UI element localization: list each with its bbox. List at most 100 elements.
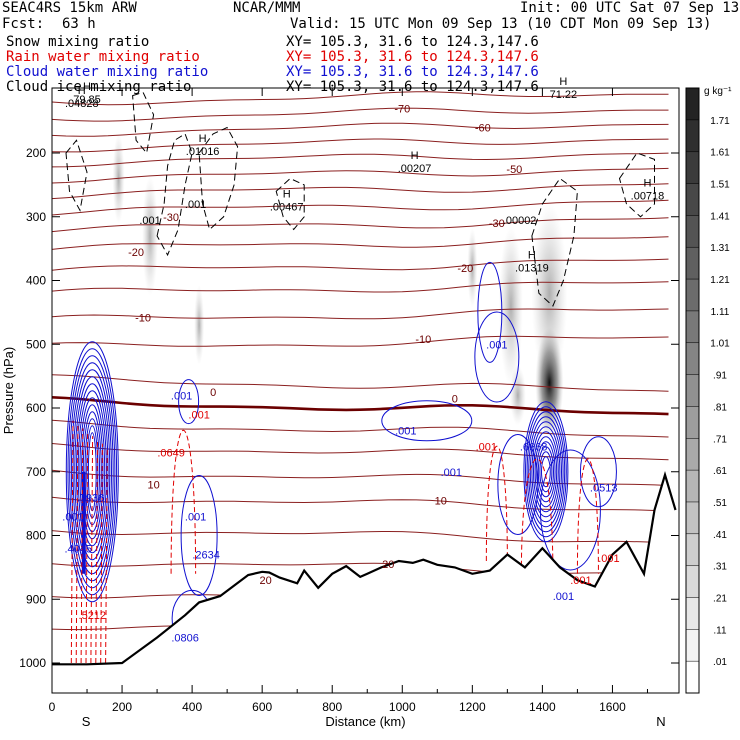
field-ice-name: Cloud ice mixing ratio — [6, 79, 192, 95]
temperature-contour — [52, 107, 669, 122]
snow-shade — [498, 226, 523, 386]
colorbar-label: 1.21 — [710, 275, 730, 286]
temperature-contour — [52, 167, 669, 184]
cloud-water-contour — [532, 431, 559, 513]
max-label: .04828 — [65, 98, 99, 110]
field-snow-name: Snow mixing ratio — [6, 34, 150, 50]
rain-water-contour — [100, 443, 103, 664]
north-label: N — [656, 714, 665, 729]
max-marker: H — [559, 76, 567, 88]
terrain-line — [52, 471, 677, 666]
snow-shade — [467, 227, 478, 308]
cloud-label: .001 — [395, 425, 416, 437]
colorbar-segment — [686, 533, 699, 567]
cloud-water-contour — [74, 376, 111, 568]
temperature-label: 0 — [452, 393, 458, 405]
colorbar-segment — [686, 597, 699, 630]
colorbar-label: .31 — [713, 562, 727, 573]
colorbar-label: .91 — [713, 371, 727, 382]
temperature-label: -20 — [128, 247, 144, 259]
y-tick-label: 600 — [26, 401, 46, 415]
temperature-contour — [52, 496, 669, 512]
colorbar-label: .51 — [713, 498, 727, 509]
model-title: SEAC4RS 15km ARW — [2, 0, 137, 16]
max-marker: H — [83, 81, 91, 93]
colorbar-segment — [686, 215, 699, 248]
temperature-label: -10 — [135, 312, 151, 324]
cloud-water-contour — [178, 379, 200, 425]
cloud-label: .4045 — [65, 543, 93, 555]
cloud-water-contour — [474, 311, 520, 403]
colorbar-label: 1.41 — [710, 211, 730, 222]
snow-shade — [531, 203, 568, 384]
colorbar-label: 1.71 — [710, 116, 730, 127]
temperature-contour — [52, 469, 669, 486]
x-tick-label: 600 — [252, 700, 272, 714]
south-label: S — [82, 714, 91, 729]
cloud-water-contour — [82, 411, 102, 533]
x-tick-label: 0 — [49, 700, 56, 714]
rain-water-contour — [576, 458, 599, 574]
colorbar-label: 1.11 — [711, 307, 730, 318]
cloud-water-contour — [69, 355, 116, 589]
cloud-water-contour — [529, 421, 562, 523]
rain-water-contour — [85, 432, 89, 664]
colorbar-label: .81 — [713, 402, 727, 413]
cloud-label: .001 — [62, 511, 83, 523]
temperature-label: 0 — [210, 387, 216, 399]
y-tick-label: 400 — [26, 274, 46, 288]
valid-time: Valid: 15 UTC Mon 09 Sep 13 (10 CDT Mon … — [290, 16, 712, 32]
rain-water-contour — [90, 436, 94, 664]
max-label: 71.22 — [550, 89, 578, 101]
temperature-label: -10 — [415, 334, 431, 346]
x-tick-label: 1600 — [599, 700, 626, 714]
y-tick-label: 200 — [26, 146, 46, 160]
cloud-water-contour — [579, 436, 617, 508]
temperature-contour — [52, 530, 669, 544]
cloud-ice-contour — [198, 126, 239, 231]
cloud-water-contour — [523, 401, 569, 543]
colorbar-label: 1.61 — [710, 148, 730, 159]
init-time: Init: 00 UTC Sat 07 Sep 13 — [520, 0, 740, 16]
temperature-contour — [52, 281, 669, 293]
max-label: .00467 — [270, 201, 304, 213]
plot-frame — [51, 87, 680, 694]
x-tick-label: 200 — [112, 700, 132, 714]
cloud-label: .001 — [171, 390, 192, 402]
cloud-label: .001 — [553, 591, 574, 603]
temperature-label: 10 — [435, 495, 447, 507]
rain-label: .5212 — [79, 610, 107, 622]
temperature-label: -50 — [506, 164, 522, 176]
max-label: .00207 — [398, 163, 432, 175]
rain-label: .0649 — [157, 448, 185, 460]
org-label: NCAR/MMM — [233, 0, 301, 16]
rain-label: .001 — [598, 553, 619, 565]
rain-water-contour — [95, 439, 98, 664]
cloud-water-contour — [67, 348, 118, 596]
cloud-water-contour — [77, 390, 107, 554]
rain-water-contour — [70, 420, 74, 664]
cloud-water-contour — [536, 441, 556, 503]
max-marker: H — [643, 177, 651, 189]
y-tick-label: 500 — [26, 337, 46, 351]
cloud-water-contour — [526, 411, 566, 533]
cloud-water-contour — [381, 400, 473, 442]
cloud-water-core — [81, 471, 86, 574]
cloud-water-contour — [72, 369, 112, 575]
temperature-contour — [52, 419, 669, 438]
cloud-ice-contour — [132, 91, 155, 155]
rain-water-contour — [80, 428, 84, 664]
cloud-ice-contour — [156, 133, 193, 257]
y-tick-label: 900 — [26, 592, 46, 606]
field-cloud-xy: XY= 105.3, 31.6 to 124.3,147.6 — [286, 64, 539, 80]
temperature-contour — [52, 217, 669, 233]
snow-label: .00002 — [503, 215, 537, 227]
colorbar-segment — [686, 310, 699, 344]
x-tick-label: 400 — [182, 700, 202, 714]
field-ice-xy: XY= 105.3, 31.6 to 124.3,147.6 — [286, 79, 539, 95]
max-label: .01319 — [515, 262, 549, 274]
x-tick-label: 1400 — [529, 700, 556, 714]
colorbar-segment — [686, 247, 699, 280]
temperature-label: 20 — [382, 559, 394, 571]
